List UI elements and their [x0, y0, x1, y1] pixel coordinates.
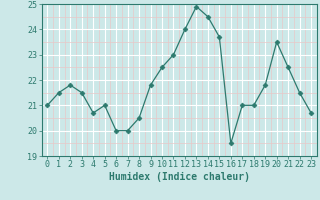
X-axis label: Humidex (Indice chaleur): Humidex (Indice chaleur)	[109, 172, 250, 182]
